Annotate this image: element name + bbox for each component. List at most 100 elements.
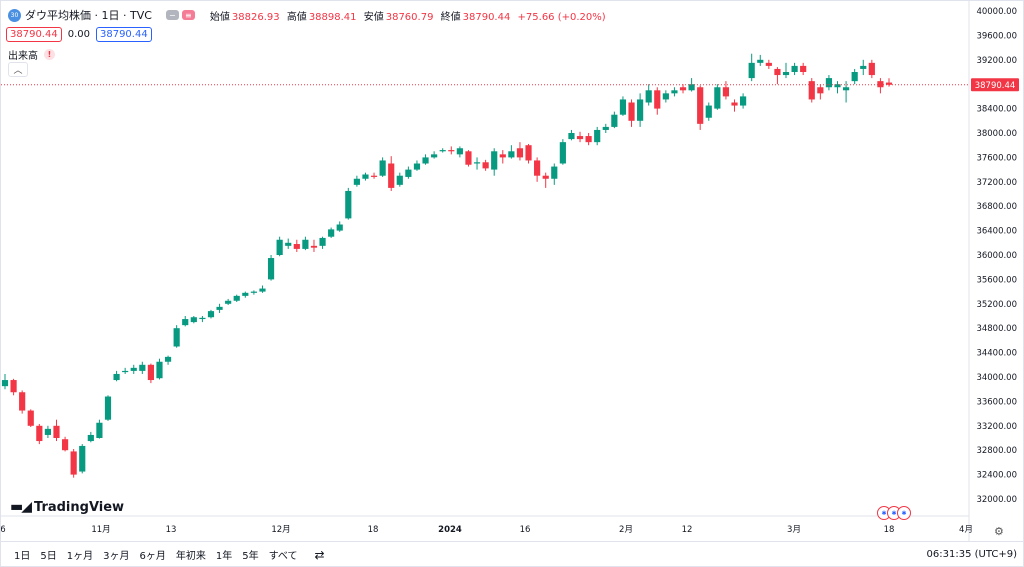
candle[interactable] — [765, 59, 772, 69]
candle[interactable] — [164, 355, 172, 365]
range-5y-button[interactable]: 5年 — [242, 551, 259, 562]
menu-icon[interactable]: ≡ — [181, 10, 195, 20]
range-6m-button[interactable]: 6ヶ月 — [139, 551, 166, 562]
buy-price-button[interactable]: 38790.44 — [95, 27, 152, 42]
candle[interactable] — [825, 75, 833, 91]
candle[interactable] — [885, 78, 893, 87]
candle[interactable] — [379, 157, 386, 177]
candle[interactable] — [413, 160, 421, 171]
tradingview-logo[interactable]: ▬◢ TradingView — [10, 499, 124, 515]
candle[interactable] — [800, 62, 807, 76]
candle[interactable] — [199, 316, 206, 323]
candle[interactable] — [671, 87, 678, 97]
candle[interactable] — [405, 166, 412, 179]
candle[interactable] — [722, 81, 730, 100]
candle[interactable] — [637, 93, 644, 127]
candle[interactable] — [868, 59, 875, 79]
candle[interactable] — [731, 99, 738, 112]
candle[interactable] — [233, 294, 240, 302]
candle[interactable] — [568, 129, 575, 141]
candle[interactable] — [551, 163, 558, 185]
candle[interactable] — [310, 239, 318, 252]
candle[interactable] — [53, 419, 60, 442]
candle[interactable] — [250, 290, 257, 295]
candle[interactable] — [834, 81, 841, 94]
candle[interactable] — [508, 145, 515, 159]
candle[interactable] — [448, 146, 455, 155]
candle[interactable] — [216, 303, 223, 313]
candle[interactable] — [542, 172, 549, 188]
candle[interactable] — [190, 316, 197, 324]
candle[interactable] — [714, 84, 721, 110]
candle[interactable] — [860, 59, 867, 76]
candle[interactable] — [87, 431, 94, 443]
candle[interactable] — [207, 309, 215, 319]
candle[interactable] — [319, 236, 326, 249]
candle[interactable] — [336, 221, 343, 232]
candle[interactable] — [396, 172, 403, 187]
collapse-legend-button[interactable]: ︿ — [8, 62, 28, 77]
candle[interactable] — [525, 143, 532, 164]
candle[interactable] — [362, 172, 369, 181]
candle[interactable] — [611, 111, 618, 129]
candle[interactable] — [370, 172, 378, 179]
range-3m-button[interactable]: 3ヶ月 — [103, 551, 130, 562]
candle[interactable] — [851, 68, 858, 85]
candle[interactable] — [113, 370, 120, 382]
symbol-title[interactable]: ダウ平均株価 · 1日 · TVC — [25, 9, 152, 22]
range-ytd-button[interactable]: 年初来 — [175, 551, 206, 562]
candle[interactable] — [328, 227, 335, 238]
range-5d-button[interactable]: 5日 — [40, 551, 57, 562]
sell-price-button[interactable]: 38790.44 — [6, 27, 62, 42]
candle[interactable] — [147, 363, 154, 384]
candle[interactable] — [619, 96, 627, 116]
candle[interactable] — [662, 90, 669, 103]
range-1m-button[interactable]: 1ヶ月 — [66, 551, 94, 562]
candle[interactable] — [19, 390, 26, 414]
range-1d-button[interactable]: 1日 — [14, 551, 31, 562]
candle[interactable] — [559, 139, 566, 165]
candle[interactable] — [473, 157, 481, 170]
candle[interactable] — [602, 123, 609, 133]
minus-icon[interactable]: − — [165, 10, 179, 20]
candle[interactable] — [482, 159, 489, 171]
time-axis[interactable]: 6 11月 13 12月 18 2024 16 2月 12 3月 18 4月 — [1, 525, 973, 535]
candle[interactable] — [285, 238, 292, 249]
candle[interactable] — [422, 154, 429, 165]
candle[interactable] — [259, 285, 266, 293]
candle[interactable] — [44, 425, 52, 438]
candle[interactable] — [156, 358, 163, 380]
candle[interactable] — [645, 84, 652, 106]
candle[interactable] — [456, 146, 463, 158]
candle[interactable] — [465, 150, 472, 167]
gear-icon[interactable]: ⚙ — [994, 525, 1004, 538]
range-all-button[interactable]: すべて — [268, 551, 298, 562]
candle[interactable] — [774, 67, 781, 85]
volume-label[interactable]: 出来高 — [8, 51, 38, 62]
candle[interactable] — [654, 87, 661, 115]
candle[interactable] — [431, 151, 438, 159]
candle[interactable] — [439, 148, 446, 153]
candle[interactable] — [122, 367, 129, 374]
candle[interactable] — [61, 436, 69, 452]
range-1y-button[interactable]: 1年 — [215, 551, 233, 562]
candle[interactable] — [697, 85, 704, 130]
candle[interactable] — [491, 148, 498, 176]
candle[interactable] — [276, 236, 283, 257]
candle[interactable] — [293, 239, 300, 252]
candle[interactable] — [585, 133, 592, 146]
candle[interactable] — [139, 361, 146, 374]
candle[interactable] — [808, 78, 815, 103]
candle[interactable] — [225, 298, 232, 306]
candle[interactable] — [877, 78, 884, 94]
candlestick-chart[interactable]: 40000.0039600.0039200.0038800.0038400.00… — [1, 1, 1023, 541]
candle[interactable] — [267, 255, 275, 281]
candle[interactable] — [79, 444, 86, 474]
candle[interactable] — [576, 131, 584, 143]
candle[interactable] — [628, 99, 635, 127]
candle[interactable] — [70, 448, 77, 478]
candle[interactable] — [782, 62, 790, 79]
us-flag-icon[interactable]: ✱ — [897, 506, 911, 520]
candle[interactable] — [27, 409, 34, 428]
candle[interactable] — [534, 157, 541, 182]
